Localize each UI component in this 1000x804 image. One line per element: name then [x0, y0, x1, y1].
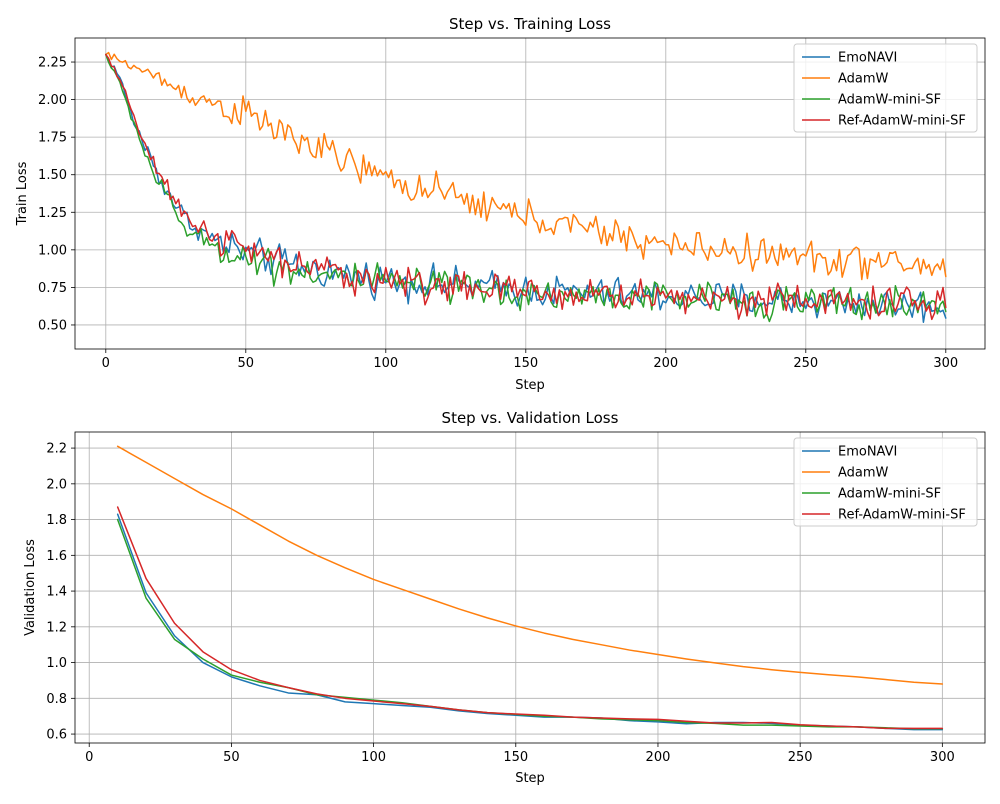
- chart-title: Step vs. Training Loss: [449, 15, 611, 33]
- series-line-adamw: [116, 445, 944, 685]
- series-line-adamw: [105, 51, 947, 281]
- x-tick-label: 50: [223, 750, 240, 765]
- x-axis-label: Step: [515, 771, 545, 786]
- x-tick-label: 50: [238, 356, 255, 371]
- y-tick-label: 1.00: [38, 243, 67, 258]
- y-tick-label: 0.75: [38, 281, 67, 296]
- legend-label: Ref-AdamW-mini-SF: [838, 508, 966, 523]
- legend: EmoNAVI AdamW AdamW-mini-SF Ref-AdamW-mini-…: [793, 43, 978, 133]
- legend-frame: [793, 437, 978, 527]
- validation-loss-chart: Step vs. Validation Loss 0 50 100 150 200 250…: [23, 409, 986, 786]
- series-line-ref-adamw-mini-sf: [116, 506, 944, 730]
- x-tick-label: 200: [646, 750, 671, 765]
- y-tick-label: 2.25: [38, 56, 67, 71]
- x-tick-label: 250: [788, 750, 813, 765]
- series-line-emonavi: [105, 53, 947, 323]
- y-tick-label: 1.4: [46, 585, 67, 600]
- legend-label: AdamW-mini-SF: [838, 93, 941, 108]
- training-loss-chart: Step vs. Training Loss 0 50 100 150 200 250 30…: [15, 15, 986, 393]
- x-tick-label: 100: [361, 750, 386, 765]
- legend-frame: [793, 43, 978, 133]
- legend-label: EmoNAVI: [838, 51, 897, 66]
- x-tick-label: 0: [85, 750, 93, 765]
- y-tick-label: 2.2: [46, 442, 67, 457]
- x-tick-label: 300: [933, 356, 958, 371]
- y-axis-label: Train Loss: [15, 161, 30, 226]
- x-tick-label: 150: [513, 356, 538, 371]
- y-tick-label: 1.6: [46, 549, 67, 564]
- axis-ticks: 0 50 100 150 200 250 300 0.50 0.75 1.00 1.25 1.50 1.…: [38, 56, 958, 371]
- y-tick-label: 0.50: [38, 318, 67, 333]
- x-axis-label: Step: [515, 378, 545, 393]
- y-tick-label: 1.25: [38, 206, 67, 221]
- legend: EmoNAVI AdamW AdamW-mini-SF Ref-AdamW-mini-…: [793, 437, 978, 527]
- y-tick-label: 0.6: [46, 728, 67, 743]
- y-tick-label: 1.8: [46, 513, 67, 528]
- y-axis-label: Validation Loss: [23, 539, 38, 636]
- legend-label: EmoNAVI: [838, 445, 897, 460]
- y-tick-label: 1.0: [46, 656, 67, 671]
- series-lines: [105, 51, 947, 323]
- plot-frame: [74, 37, 986, 350]
- series-line-adamw-mini-sf: [105, 53, 947, 323]
- x-tick-label: 250: [793, 356, 818, 371]
- x-tick-label: 200: [653, 356, 678, 371]
- x-tick-label: 0: [102, 356, 110, 371]
- x-tick-label: 150: [503, 750, 528, 765]
- x-tick-label: 100: [373, 356, 398, 371]
- y-tick-label: 2.0: [46, 477, 67, 492]
- legend-label: AdamW-mini-SF: [838, 487, 941, 502]
- chart-title: Step vs. Validation Loss: [442, 409, 619, 427]
- x-tick-label: 300: [930, 750, 955, 765]
- y-tick-label: 0.8: [46, 692, 67, 707]
- y-tick-label: 2.00: [38, 93, 67, 108]
- series-line-ref-adamw-mini-sf: [105, 53, 947, 321]
- y-tick-label: 1.50: [38, 168, 67, 183]
- plot-frame: [74, 431, 986, 744]
- y-tick-label: 1.2: [46, 620, 67, 635]
- legend-label: Ref-AdamW-mini-SF: [838, 114, 966, 129]
- legend-label: AdamW: [838, 72, 889, 87]
- y-tick-label: 1.75: [38, 131, 67, 146]
- series-lines: [116, 445, 944, 731]
- legend-label: AdamW: [838, 466, 889, 481]
- axis-ticks: 0 50 100 150 200 250 300 0.6 0.8 1.0 1.2 1.4 1.6 1.8 2…: [46, 442, 954, 765]
